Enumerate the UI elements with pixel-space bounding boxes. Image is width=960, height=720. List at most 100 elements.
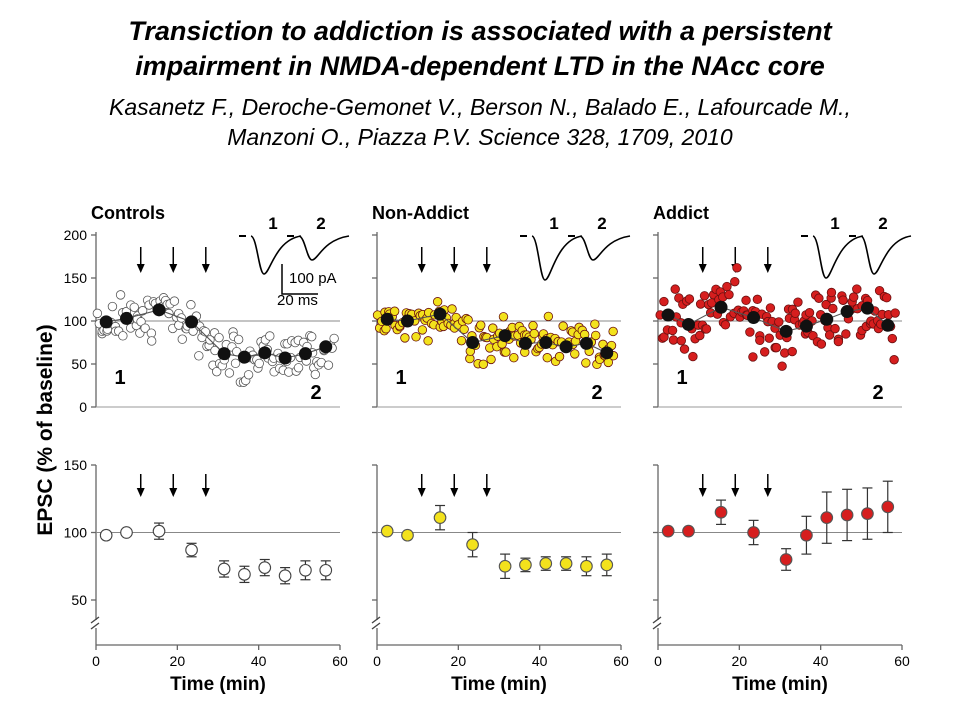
mean-epsc-point <box>747 311 761 325</box>
individual-epsc-point <box>498 312 509 322</box>
individual-epsc-point <box>688 351 698 362</box>
mean-sem-point <box>380 524 394 538</box>
individual-epsc-point <box>230 358 241 369</box>
individual-epsc-point <box>771 342 782 353</box>
x-tick-label: 0 <box>654 653 662 669</box>
mean-sem-point <box>559 557 573 570</box>
mean-epsc-point <box>498 329 512 343</box>
mean-sem-point <box>747 526 760 539</box>
individual-epsc-point <box>310 369 321 380</box>
mean-trend-line <box>387 313 607 354</box>
mean-sem-point <box>661 524 675 538</box>
individual-epsc-point <box>849 292 859 302</box>
stimulus-arrow-head <box>450 264 459 273</box>
individual-epsc-point <box>400 333 410 343</box>
scale-bar <box>281 264 318 295</box>
mean-sem-point <box>840 508 854 522</box>
individual-epsc-point <box>667 325 678 336</box>
individual-epsc-point <box>720 320 731 330</box>
mean-epsc-point <box>840 305 854 319</box>
individual-epsc-point <box>814 293 824 303</box>
x-tick-label: 40 <box>532 653 548 669</box>
x-axis-label: Time (min) <box>451 674 547 695</box>
mean-sem-point <box>278 569 292 583</box>
title-line-2: impairment in NMDA-dependent LTD in the … <box>135 51 825 81</box>
mean-sem-point <box>800 528 813 542</box>
individual-epsc-point <box>732 263 742 273</box>
individual-epsc-point <box>177 334 187 344</box>
y-tick-label: 150 <box>64 457 88 473</box>
mean-sem-point <box>466 538 479 552</box>
stimulus-arrow-head <box>698 264 707 273</box>
individual-epsc-point <box>476 320 486 330</box>
stimulus-arrow-head <box>417 264 426 273</box>
individual-epsc-point <box>890 308 900 318</box>
trace-label: 1 <box>549 214 558 233</box>
mean-epsc-point <box>860 301 874 315</box>
mean-epsc-point <box>120 311 133 325</box>
mean-sem-point <box>217 562 231 576</box>
individual-epsc-point <box>668 335 679 345</box>
individual-epsc-point <box>411 332 421 342</box>
mean-epsc-point <box>99 315 113 329</box>
stimulus-arrow-head <box>136 264 145 273</box>
individual-epsc-point <box>463 315 473 325</box>
panel-title: Controls <box>91 203 165 223</box>
mean-sem-point <box>539 557 553 570</box>
individual-epsc-point <box>265 331 275 341</box>
mean-epsc-point <box>278 351 292 365</box>
individual-epsc-point <box>676 336 686 346</box>
individual-epsc-point <box>323 360 334 370</box>
individual-epsc-point <box>730 276 740 287</box>
stimulus-arrow-head <box>136 488 145 497</box>
mean-sem-point <box>185 543 198 557</box>
individual-epsc-point <box>748 352 758 362</box>
mean-sem-point <box>519 558 532 572</box>
individual-epsc-point <box>501 347 511 357</box>
individual-epsc-point <box>833 336 844 347</box>
mean-sem-point <box>319 563 333 577</box>
individual-epsc-point <box>774 317 784 327</box>
individual-epsc-point <box>529 328 539 339</box>
axis-break-icon <box>90 616 100 630</box>
individual-epsc-point <box>146 328 157 338</box>
mean-epsc-point <box>185 315 199 329</box>
mean-sem-point <box>299 563 312 577</box>
epsc-trace <box>250 235 302 275</box>
mean-epsc-point <box>779 324 793 338</box>
individual-epsc-point <box>841 329 851 339</box>
mean-epsc-point <box>258 346 272 360</box>
mean-sem-point <box>580 559 593 573</box>
mean-sem-point <box>99 528 113 542</box>
stimulus-arrow-head <box>169 264 178 273</box>
mean-epsc-point <box>319 340 333 354</box>
individual-epsc-point <box>684 294 695 304</box>
mean-epsc-point <box>682 317 695 331</box>
individual-epsc-point <box>118 331 128 341</box>
individual-epsc-point <box>293 363 304 373</box>
period-label-2: 2 <box>872 382 883 404</box>
individual-epsc-point <box>699 291 710 301</box>
stimulus-arrow-head <box>763 488 772 497</box>
stimulus-arrow-head <box>417 488 426 497</box>
individual-epsc-point <box>741 295 751 306</box>
stimulus-arrow-head <box>482 488 491 497</box>
mean-sem-point <box>881 500 895 514</box>
individual-epsc-point <box>254 358 264 369</box>
individual-epsc-point <box>129 302 139 312</box>
individual-epsc-point <box>838 295 848 305</box>
stimulus-arrow-head <box>450 488 459 497</box>
x-tick-label: 40 <box>813 653 829 669</box>
individual-epsc-point <box>307 331 317 342</box>
mean-sem-point <box>401 528 414 542</box>
individual-epsc-point <box>558 321 568 331</box>
mean-sem-point <box>779 553 793 566</box>
epsc-trace <box>579 235 631 261</box>
individual-epsc-point <box>224 368 235 378</box>
panel-title: Addict <box>653 203 709 223</box>
citation-line-2: Manzoni O., Piazza P.V. Science 328, 170… <box>227 124 733 150</box>
mean-sem-point <box>861 507 874 520</box>
individual-epsc-point <box>824 330 835 340</box>
individual-epsc-point <box>212 366 222 377</box>
individual-epsc-point <box>889 355 899 365</box>
